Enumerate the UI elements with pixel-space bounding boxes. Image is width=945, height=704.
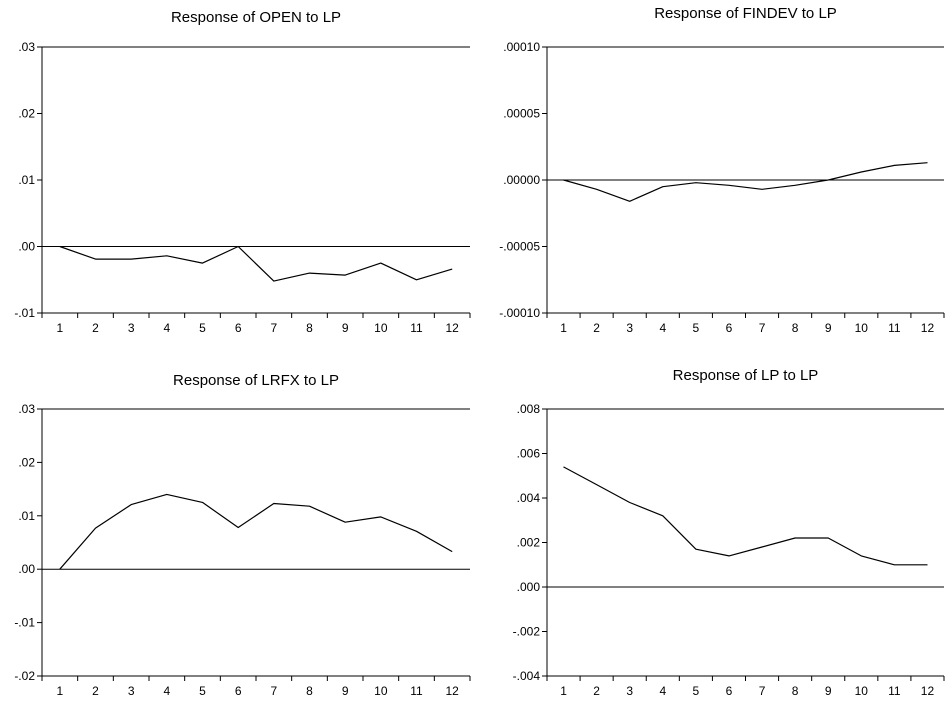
response-line xyxy=(563,466,928,566)
x-tick-label: 7 xyxy=(759,684,766,698)
x-tick-label: 5 xyxy=(199,321,206,335)
x-tick-label: 10 xyxy=(374,684,388,698)
x-tick-label: 12 xyxy=(921,321,935,335)
x-tick-label: 9 xyxy=(825,321,832,335)
x-tick-label: 8 xyxy=(306,321,313,335)
y-tick-label: -.01 xyxy=(14,306,35,320)
y-tick-label: .03 xyxy=(18,402,35,416)
x-tick-label: 6 xyxy=(235,321,242,335)
x-tick-label: 5 xyxy=(693,684,700,698)
y-tick-label: .00000 xyxy=(503,173,540,187)
x-tick-label: 4 xyxy=(659,684,666,698)
x-tick-label: 3 xyxy=(128,684,135,698)
chart-panel-4: Response of LP to LP -.004 -.002 .000 .002 .0… xyxy=(513,367,945,698)
y-tick-label: .01 xyxy=(18,509,35,523)
y-tick-label: .004 xyxy=(517,491,541,505)
x-tick-label: 8 xyxy=(306,684,313,698)
x-tick-label: 3 xyxy=(626,684,633,698)
chart-panel-2: Response of FINDEV to LP -.00010 -.00005 .0… xyxy=(499,5,945,335)
x-tick-label: 11 xyxy=(410,684,423,698)
x-tick-label: 8 xyxy=(792,321,799,335)
y-tick-label: -.00010 xyxy=(499,306,540,320)
chart-title: Response of LP to LP xyxy=(673,367,819,384)
x-tick-label: 1 xyxy=(560,684,567,698)
x-tick-label: 10 xyxy=(855,684,869,698)
x-tick-label: 2 xyxy=(92,684,99,698)
x-tick-label: 12 xyxy=(445,321,459,335)
x-tick-label: 7 xyxy=(270,321,277,335)
x-tick-label: 5 xyxy=(693,321,700,335)
x-tick-label: 6 xyxy=(726,684,733,698)
x-tick-label: 9 xyxy=(342,321,349,335)
y-tick-label: .000 xyxy=(517,580,541,594)
x-tick-label: 2 xyxy=(92,321,99,335)
y-tick-label: .002 xyxy=(517,536,541,550)
response-line xyxy=(563,162,928,202)
x-tick-label: 3 xyxy=(128,321,135,335)
x-tick-label: 12 xyxy=(921,684,935,698)
x-tick-label: 11 xyxy=(888,684,901,698)
y-tick-label: .00 xyxy=(18,240,35,254)
y-tick-label: .03 xyxy=(18,40,35,54)
chart-title: Response of FINDEV to LP xyxy=(654,5,837,22)
x-tick-label: 6 xyxy=(726,321,733,335)
x-tick-label: 3 xyxy=(626,321,633,335)
chart-panel-3: Response of LRFX to LP -.02 -.01 .00 .01 .02.… xyxy=(14,372,471,698)
x-tick-label: 11 xyxy=(410,321,423,335)
y-tick-label: .006 xyxy=(517,447,541,461)
x-tick-label: 12 xyxy=(445,684,459,698)
x-tick-label: 8 xyxy=(792,684,799,698)
x-tick-label: 5 xyxy=(199,684,206,698)
x-tick-label: 9 xyxy=(342,684,349,698)
y-tick-label: -.00005 xyxy=(499,240,540,254)
y-tick-label: .02 xyxy=(18,107,35,121)
x-tick-label: 4 xyxy=(163,684,170,698)
x-tick-label: 2 xyxy=(593,321,600,335)
chart-title: Response of OPEN to LP xyxy=(171,9,341,26)
x-tick-label: 1 xyxy=(56,684,63,698)
x-tick-label: 7 xyxy=(270,684,277,698)
y-tick-label: .00 xyxy=(18,562,35,576)
response-line xyxy=(59,245,453,282)
y-tick-label: .00010 xyxy=(503,40,540,54)
y-tick-label: .008 xyxy=(517,402,541,416)
x-tick-label: 4 xyxy=(659,321,666,335)
x-tick-label: 10 xyxy=(374,321,388,335)
y-tick-label: .01 xyxy=(18,173,35,187)
y-tick-label: .02 xyxy=(18,455,35,469)
y-tick-label: .00005 xyxy=(503,107,540,121)
y-tick-label: -.01 xyxy=(14,616,35,630)
x-tick-label: 11 xyxy=(888,321,901,335)
y-tick-label: -.02 xyxy=(14,669,35,683)
y-tick-label: -.004 xyxy=(513,669,541,683)
x-tick-label: 9 xyxy=(825,684,832,698)
x-tick-label: 6 xyxy=(235,684,242,698)
x-tick-label: 7 xyxy=(759,321,766,335)
response-line xyxy=(59,493,453,570)
chart-panel-1: Response of OPEN to LP-.01.00.01.02.031 2… xyxy=(14,9,471,335)
x-tick-label: 4 xyxy=(163,321,170,335)
x-tick-label: 10 xyxy=(855,321,869,335)
x-tick-label: 1 xyxy=(56,321,63,335)
x-tick-label: 1 xyxy=(560,321,567,335)
x-tick-label: 2 xyxy=(593,684,600,698)
y-tick-label: -.002 xyxy=(513,625,541,639)
chart-title: Response of LRFX to LP xyxy=(173,372,339,389)
